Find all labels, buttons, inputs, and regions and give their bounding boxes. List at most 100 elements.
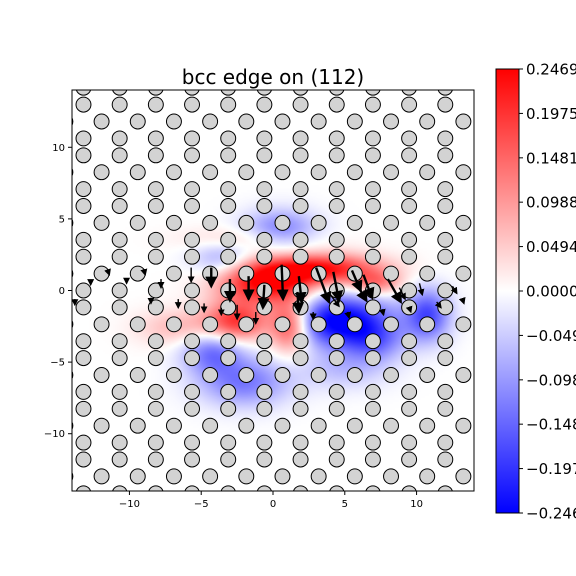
atom [274,417,291,434]
atom [365,485,381,491]
colorbar-tick-label: 0.0000 [526,283,576,301]
atom [473,304,474,311]
atom [292,96,309,113]
atom [165,417,182,434]
atom [220,90,236,96]
atom [473,203,474,209]
atom [220,147,237,164]
atom [473,101,474,108]
atom [437,248,454,265]
atom [238,468,255,485]
atom [202,214,219,231]
atom [75,400,92,417]
displacement-arrow [329,294,340,308]
atom [184,434,200,451]
atom [184,299,200,316]
displacement-arrows [72,264,466,325]
atom [328,198,345,214]
atom [238,164,255,181]
atom [75,248,92,265]
atom [274,113,291,130]
atom [364,333,381,350]
atom [473,439,474,446]
atom [220,198,237,214]
atom [147,451,164,468]
atom [93,113,110,130]
atom [328,147,345,164]
atom [401,130,418,147]
atom [473,287,474,294]
displacement-arrow [405,305,413,314]
atom [455,164,472,181]
atom [292,299,309,316]
atom [165,316,182,333]
atom [383,316,399,333]
atom [93,417,110,434]
atom [401,198,418,214]
displacement-arrow [355,282,368,303]
atom [419,265,436,282]
atom [220,333,237,350]
displacement-arrow [314,267,332,305]
atom [328,434,345,451]
atom [220,299,237,316]
atom [147,130,164,147]
atom [220,383,237,400]
atom [292,451,309,468]
atom [292,333,309,350]
atom [292,231,309,248]
atom [328,181,345,198]
x-tick-label: 0 [270,499,276,510]
atom [220,181,237,198]
atom [401,383,418,400]
atom [111,282,128,299]
y-tick-label: 10 [52,143,65,154]
atom [401,350,418,367]
atom [238,214,255,231]
atom [202,113,219,130]
atom [455,214,472,231]
y-axis: −10 −5 0 5 10 [44,143,72,440]
x-tick-label: 5 [342,499,348,510]
displacement-arrow [331,271,344,303]
y-tick-label: −5 [50,358,65,369]
atom [129,214,146,231]
colorbar-tick-label: 0.2469 [526,61,576,79]
atom [256,147,273,164]
atom [165,468,182,485]
atom [256,130,273,147]
atom [401,485,417,491]
atom [292,400,309,417]
atom [437,198,454,214]
atom [364,299,381,316]
atom [329,90,345,96]
atom [184,130,200,147]
atom [220,451,237,468]
atom [401,231,418,248]
y-tick-label: −10 [44,429,65,440]
y-tick-label: 0 [59,286,65,297]
atom [220,400,237,417]
atoms-layer [72,90,474,491]
atom [111,231,128,248]
atom [165,367,182,383]
atom [419,468,436,485]
atom [383,113,399,130]
atom [256,485,273,491]
colorbar-tick-label: 0.0988 [526,194,576,212]
atom [256,400,273,417]
atom [147,434,164,451]
atom [147,198,164,214]
atom [75,350,92,367]
displacement-arrow [344,311,352,320]
atom [346,316,363,333]
atom [111,350,128,367]
atom [310,113,327,130]
x-tick-label: 10 [410,499,423,510]
atom [419,367,436,383]
atom [184,231,200,248]
atom [401,181,418,198]
chart-title: bcc edge on (112) [182,65,364,89]
atom [256,181,273,198]
atom [220,485,236,491]
